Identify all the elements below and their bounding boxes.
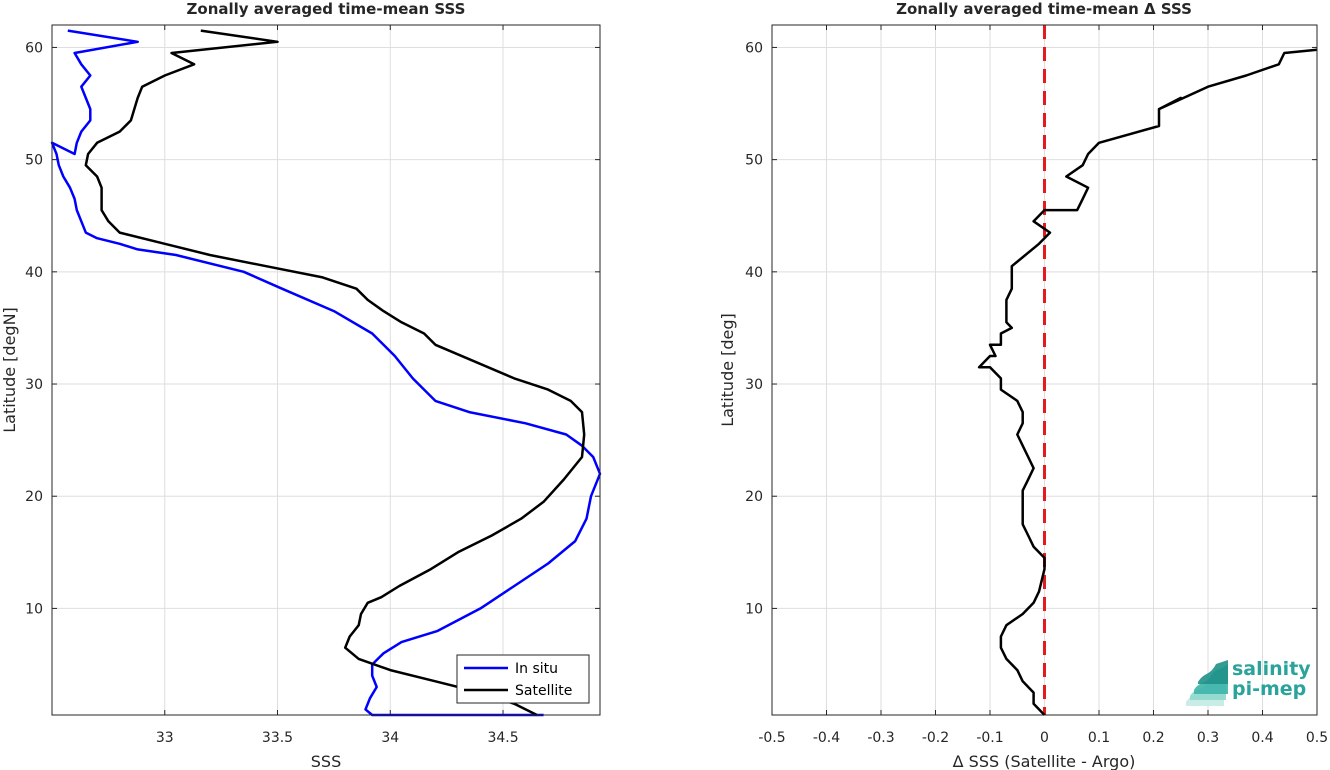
wave-layers-icon [1186,660,1228,706]
legend-label-in-situ: In situ [515,661,558,677]
left-ticks: 33 33.5 34 34.5 10 20 30 40 50 60 [25,25,600,746]
right-x-tick-label: -0.2 [922,730,949,746]
right-y-tick-label: 40 [745,265,763,281]
logo-text-pi-mep: pi-mep [1232,678,1307,700]
left-x-axis-label: SSS [311,752,341,770]
legend-label-satellite: Satellite [515,683,572,699]
right-x-axis-label: Δ SSS (Satellite - Argo) [953,752,1136,770]
left-x-tick-label: 34 [381,730,399,746]
right-x-tick-label: -0.1 [976,730,1003,746]
right-ticks: -0.5 -0.4 -0.3 -0.2 -0.1 0 0.1 0.2 0.3 0.4 0.5 10 20… [745,25,1328,746]
logo-text-salinity: salinity [1232,658,1311,680]
right-x-tick-label: 0.5 [1306,730,1328,746]
right-axes-box [771,24,1318,716]
left-series-lines [50,29,602,717]
right-series-line-delta-sss [977,48,1318,716]
salinity-pi-mep-logo: salinity pi-mep [1180,656,1311,708]
left-y-tick-label: 10 [25,601,43,617]
left-series-line-satellite [84,29,586,717]
legend-box [456,654,590,704]
left-axes-box [51,24,601,716]
right-x-tick-label: -0.4 [813,730,840,746]
left-y-tick-label: 40 [25,265,43,281]
right-x-tick-label: 0.4 [1251,730,1273,746]
left-grid [52,25,600,715]
left-y-tick-label: 30 [25,377,43,393]
legend: In situ Satellite [456,654,590,704]
right-x-tick-label: 0.2 [1142,730,1164,746]
left-series-line-in-situ [50,29,602,717]
left-y-axis-label: Latitude [degN] [0,307,19,433]
right-axes: -0.5 -0.4 -0.3 -0.2 -0.1 0 0.1 0.2 0.3 0.4 0.5 10 20… [718,0,1328,770]
left-x-tick-label: 33 [156,730,174,746]
right-y-tick-label: 30 [745,377,763,393]
right-y-tick-label: 50 [745,153,763,169]
right-y-tick-label: 10 [745,601,763,617]
right-x-tick-label: 0 [1040,730,1049,746]
right-y-tick-label: 60 [745,40,763,56]
left-x-tick-label: 34.5 [487,730,518,746]
right-x-tick-label: -0.5 [758,730,785,746]
right-x-tick-label: 0.3 [1197,730,1219,746]
right-series-lines [977,25,1318,716]
left-axes: 33 33.5 34 34.5 10 20 30 40 50 60 Zonally average… [0,0,602,770]
right-chart-title: Zonally averaged time-mean Δ SSS [896,0,1192,18]
left-y-tick-label: 60 [25,40,43,56]
left-y-tick-label: 20 [25,489,43,505]
left-y-tick-label: 50 [25,153,43,169]
right-y-axis-label: Latitude [deg] [718,313,737,427]
right-y-tick-label: 20 [745,489,763,505]
left-chart-title: Zonally averaged time-mean SSS [187,0,466,18]
left-plot-area [52,25,600,715]
right-x-tick-label: 0.1 [1088,730,1110,746]
left-x-tick-label: 33.5 [262,730,293,746]
right-x-tick-label: -0.3 [867,730,894,746]
